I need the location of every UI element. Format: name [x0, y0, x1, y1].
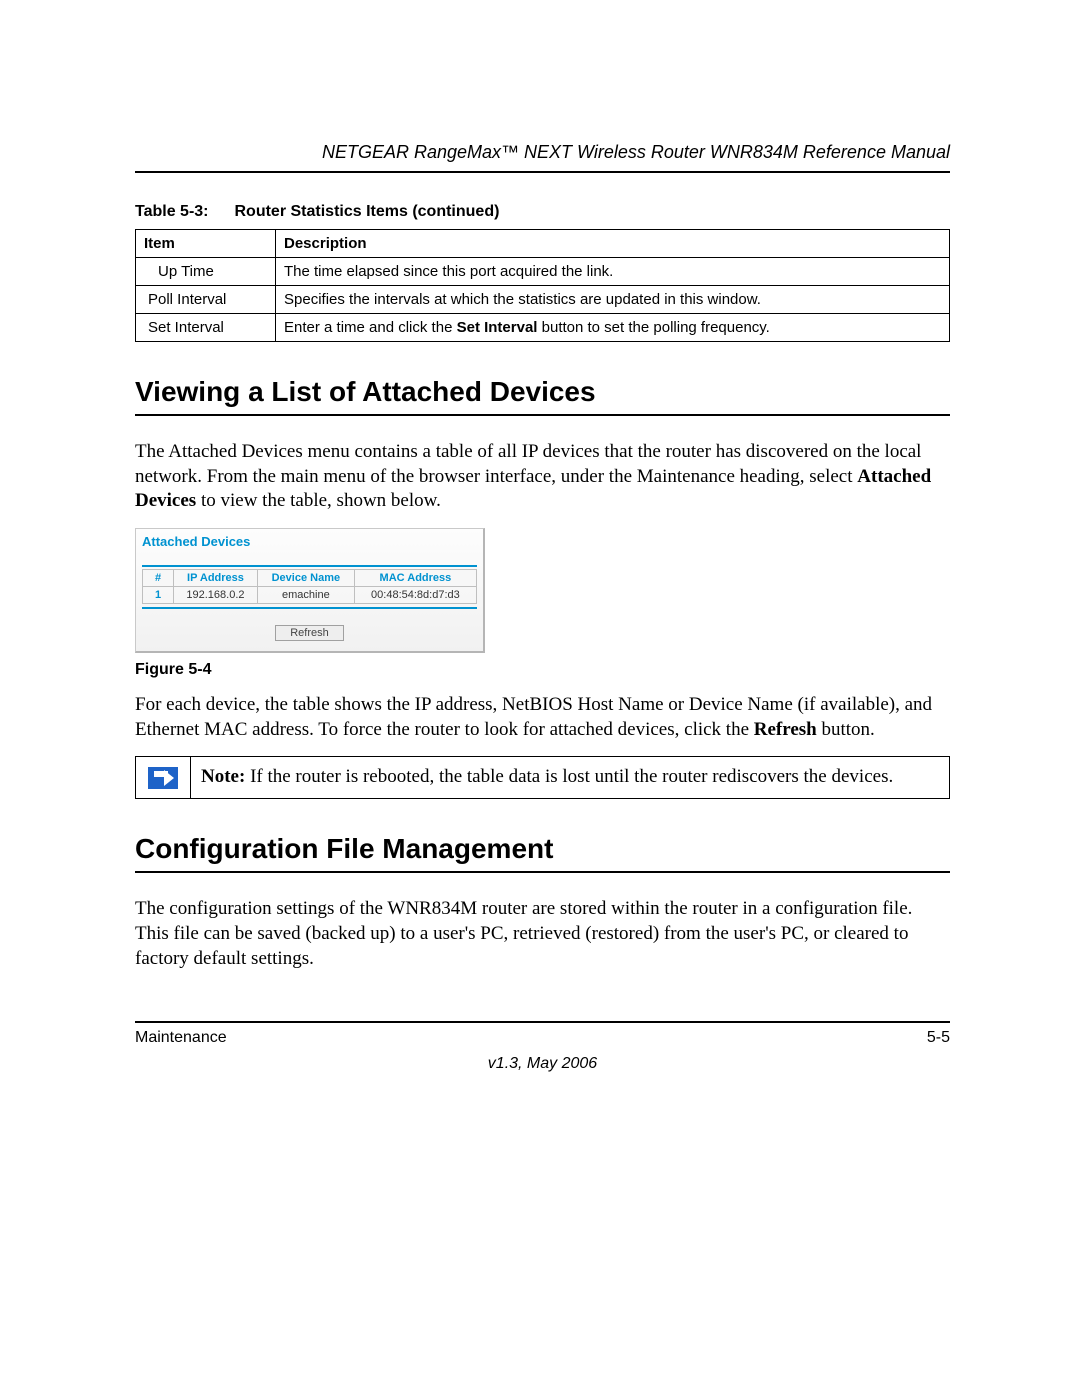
section2-paragraph: The configuration settings of the WNR834…: [135, 897, 950, 971]
cell-item: Up Time: [136, 258, 276, 286]
para-text: The Attached Devices menu contains a tab…: [135, 441, 921, 487]
attached-devices-table: # IP Address Device Name MAC Address 1 1…: [142, 569, 477, 604]
table-header-row: Item Description: [136, 230, 950, 258]
footer-row: Maintenance 5-5: [135, 1023, 950, 1047]
ad-header-row: # IP Address Device Name MAC Address: [143, 570, 477, 587]
cell-desc: Specifies the intervals at which the sta…: [276, 286, 950, 314]
ad-cell-mac: 00:48:54:8d:d7:d3: [354, 587, 476, 604]
refresh-button[interactable]: Refresh: [275, 625, 344, 641]
section1-paragraph: The Attached Devices menu contains a tab…: [135, 440, 950, 514]
table-caption-label: Table 5-3:: [135, 203, 209, 220]
footer-right: 5-5: [927, 1029, 950, 1047]
note-body: If the router is rebooted, the table dat…: [245, 766, 893, 787]
section-heading-attached: Viewing a List of Attached Devices: [135, 376, 950, 416]
cell-desc: The time elapsed since this port acquire…: [276, 258, 950, 286]
note-label: Note:: [201, 766, 245, 787]
cell-desc-pre: Enter a time and click the: [284, 319, 457, 336]
ad-row: 1 192.168.0.2 emachine 00:48:54:8d:d7:d3: [143, 587, 477, 604]
note-icon-cell: [136, 757, 191, 798]
footer-left: Maintenance: [135, 1029, 227, 1047]
table-caption: Table 5-3: Router Statistics Items (conti…: [135, 203, 950, 221]
table-row: Poll Interval Specifies the intervals at…: [136, 286, 950, 314]
table-caption-text: Router Statistics Items (continued): [235, 203, 500, 220]
attached-devices-panel: Attached Devices # IP Address Device Nam…: [135, 528, 485, 653]
table-row: Set Interval Enter a time and click the …: [136, 314, 950, 342]
footer-version: v1.3, May 2006: [135, 1055, 950, 1073]
para-text-post: button.: [817, 719, 875, 740]
cell-desc-bold: Set Interval: [457, 319, 538, 336]
para-text-post: to view the table, shown below.: [196, 490, 441, 511]
cell-item: Poll Interval: [136, 286, 276, 314]
cell-desc-post: button to set the polling frequency.: [537, 319, 769, 336]
col-desc: Description: [276, 230, 950, 258]
attached-devices-title: Attached Devices: [142, 534, 477, 549]
ad-col-ip: IP Address: [174, 570, 258, 587]
router-stats-table: Item Description Up Time The time elapse…: [135, 229, 950, 342]
section-heading-config: Configuration File Management: [135, 833, 950, 873]
figure-caption: Figure 5-4: [135, 661, 950, 679]
ad-cell-idx: 1: [143, 587, 174, 604]
ad-cell-ip: 192.168.0.2: [174, 587, 258, 604]
page-header: NETGEAR RangeMax™ NEXT Wireless Router W…: [135, 142, 950, 173]
ad-col-name: Device Name: [257, 570, 354, 587]
note-box: Note: If the router is rebooted, the tab…: [135, 756, 950, 799]
col-item: Item: [136, 230, 276, 258]
section1b-paragraph: For each device, the table shows the IP …: [135, 693, 950, 742]
para-bold: Refresh: [754, 719, 817, 740]
note-text: Note: If the router is rebooted, the tab…: [191, 757, 903, 798]
cell-item: Set Interval: [136, 314, 276, 342]
ad-col-idx: #: [143, 570, 174, 587]
table-row: Up Time The time elapsed since this port…: [136, 258, 950, 286]
cell-desc: Enter a time and click the Set Interval …: [276, 314, 950, 342]
ad-col-mac: MAC Address: [354, 570, 476, 587]
ad-cell-name: emachine: [257, 587, 354, 604]
arrow-right-icon: [148, 767, 178, 789]
